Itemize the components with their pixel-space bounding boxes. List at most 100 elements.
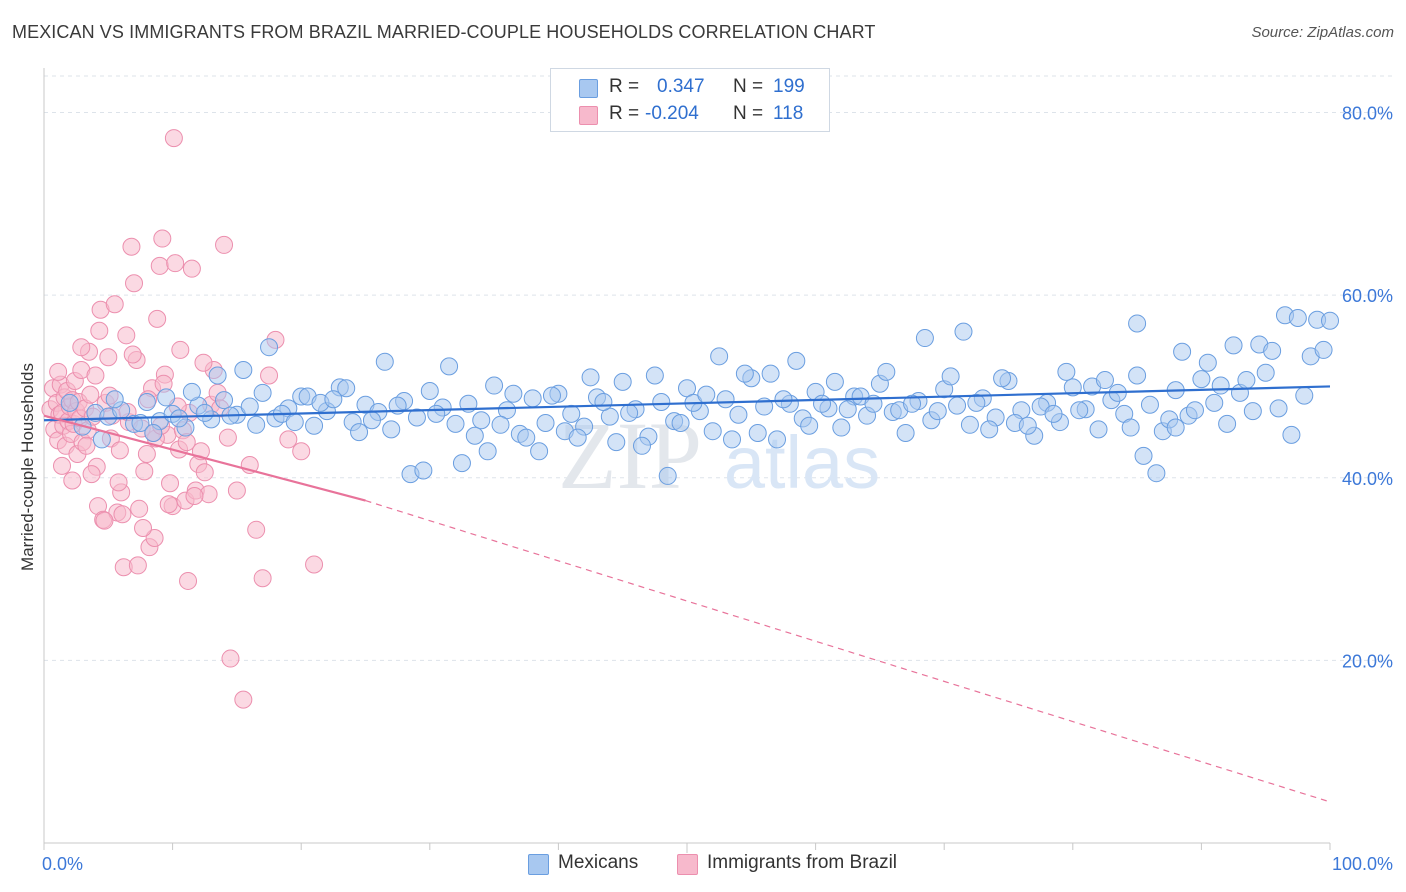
mexican-point — [1044, 404, 1063, 423]
mexican-point — [896, 424, 915, 443]
mexican-point — [1321, 311, 1339, 330]
bottom-legend-label: Mexicans — [558, 852, 639, 873]
mexican-point — [1198, 353, 1217, 372]
brazil-point — [82, 465, 101, 484]
legend-n-label: N = — [733, 103, 764, 124]
mexican-point — [446, 414, 465, 433]
brazil-point — [53, 456, 72, 475]
mexican-point — [1140, 395, 1159, 414]
bottom-swatch-blue — [528, 854, 549, 875]
mexican-point — [838, 400, 857, 419]
mexican-point — [170, 409, 189, 428]
brazil-point — [110, 441, 129, 460]
mexican-point — [60, 393, 79, 412]
mexican-point — [324, 390, 343, 409]
mexican-point — [285, 413, 304, 432]
mexican-point — [594, 392, 613, 411]
mexican-point — [1095, 371, 1114, 390]
mexican-point — [472, 411, 491, 430]
mexican-point — [581, 368, 600, 387]
mexican-point — [800, 416, 819, 435]
mexican-point — [1128, 314, 1147, 333]
brazil-point — [72, 338, 91, 357]
mexican-point — [607, 433, 626, 452]
mexican-point — [723, 430, 742, 449]
y-tick-labels: 20.0% 40.0% 60.0% 80.0% — [1342, 104, 1393, 672]
bottom-swatch-pink — [677, 854, 698, 875]
brazil-point — [63, 471, 82, 490]
mexican-point — [157, 388, 176, 407]
source-note: Source: ZipAtlas.com — [1251, 24, 1394, 41]
brazil-point — [86, 366, 105, 385]
mexican-point — [530, 442, 549, 461]
mexican-point — [234, 361, 253, 380]
mexican-point — [735, 364, 754, 383]
brazil-point — [305, 555, 324, 574]
mexican-point — [710, 347, 729, 366]
mexican-point — [1185, 401, 1204, 420]
mexican-point — [1295, 386, 1314, 405]
mexican-point — [960, 415, 979, 434]
mexican-point — [980, 420, 999, 439]
mexican-point — [1205, 393, 1224, 412]
mexican-point — [671, 413, 690, 432]
mexican-point — [716, 390, 735, 409]
legend-n-value: 118 — [773, 103, 804, 124]
mexican-point — [1211, 376, 1230, 395]
brazil-point — [182, 259, 201, 278]
brazil-point — [134, 518, 153, 537]
brazil-point — [161, 474, 180, 493]
legend-swatch-pink — [579, 106, 598, 125]
legend-r-label: R = — [609, 76, 640, 97]
brazil-point — [194, 353, 213, 372]
mexican-point — [1237, 371, 1256, 390]
legend-n-value: 199 — [773, 76, 805, 97]
axes — [43, 68, 1331, 853]
mexican-point — [1128, 366, 1147, 385]
mexican-point — [182, 382, 201, 401]
mexican-point — [1089, 420, 1108, 439]
legend-r-label: R = — [609, 103, 640, 124]
brazil-trend-extension — [365, 500, 1331, 803]
mexican-point — [452, 454, 471, 473]
mexican-point — [1147, 464, 1166, 483]
mexican-point — [420, 382, 439, 401]
mexican-point — [832, 418, 851, 437]
mexican-point — [928, 402, 947, 421]
x-tick-label: 0.0% — [42, 854, 83, 874]
brazil-point — [113, 505, 132, 524]
mexican-point — [215, 391, 234, 410]
mexican-point — [247, 415, 266, 434]
mexican-point — [240, 397, 259, 416]
brazil-point — [128, 556, 147, 575]
mexican-point — [761, 364, 780, 383]
mexican-point — [697, 385, 716, 404]
mexican-point — [941, 367, 960, 386]
mexican-point — [652, 392, 671, 411]
mexican-point — [658, 466, 677, 485]
legend-row-mexicans: R = 0.347 N = 199 — [551, 75, 829, 101]
mexican-point — [414, 461, 433, 480]
brazil-point — [247, 520, 266, 539]
brazil-point — [185, 487, 204, 506]
mexican-point — [465, 426, 484, 445]
mexican-point — [260, 338, 279, 357]
mexican-point — [703, 422, 722, 441]
mexican-point — [517, 428, 536, 447]
mexican-point — [903, 394, 922, 413]
mexican-point — [1173, 342, 1192, 361]
brazil-point — [145, 529, 164, 548]
mexican-point — [632, 436, 651, 455]
brazil-point — [123, 345, 142, 364]
chart-title: MEXICAN VS IMMIGRANTS FROM BRAZIL MARRIE… — [12, 22, 876, 42]
legend-r-value: -0.204 — [645, 103, 699, 124]
mexican-point — [613, 372, 632, 391]
mexican-point — [1070, 401, 1089, 420]
brazil-point — [164, 129, 183, 148]
mexican-point — [1057, 362, 1076, 381]
mexican-point — [967, 393, 986, 412]
mexican-point — [813, 394, 832, 413]
brazil-point — [215, 235, 234, 254]
mexican-point — [337, 379, 356, 398]
